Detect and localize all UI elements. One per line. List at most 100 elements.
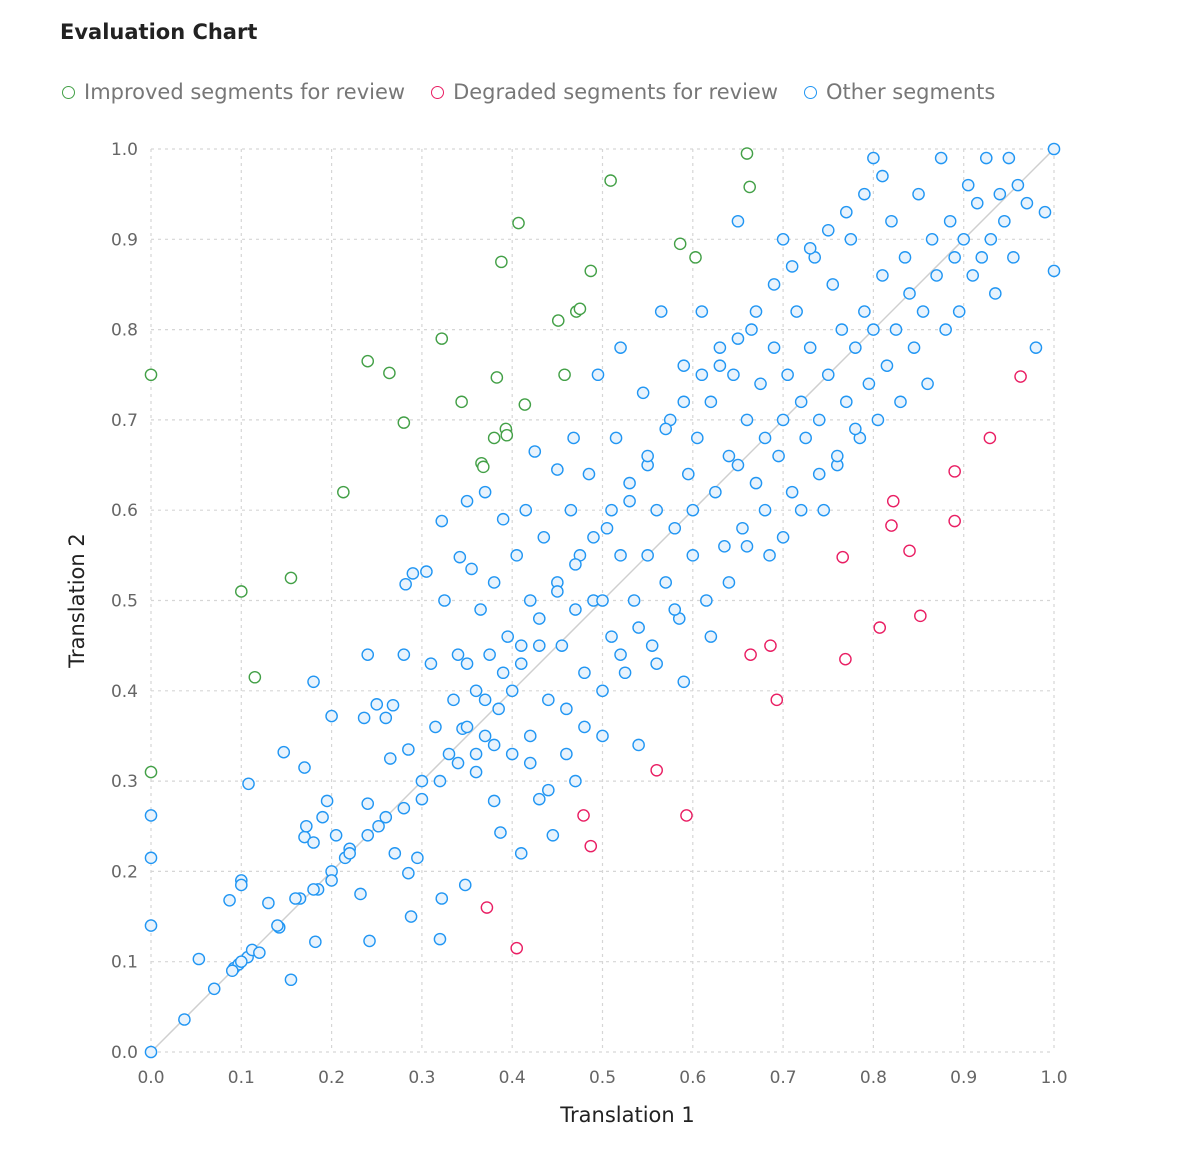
data-point-improved[interactable] [455, 395, 468, 409]
data-point-other[interactable] [659, 576, 673, 589]
data-point-other[interactable] [605, 503, 618, 517]
data-point-other[interactable] [627, 594, 641, 607]
data-point-improved[interactable] [487, 431, 501, 445]
data-point-other[interactable] [415, 774, 429, 788]
data-point-other[interactable] [569, 774, 582, 788]
data-point-other[interactable] [912, 187, 925, 201]
data-point-other[interactable] [411, 851, 424, 865]
data-point-other[interactable] [510, 549, 524, 562]
data-point-other[interactable] [821, 223, 835, 237]
data-point-other[interactable] [514, 847, 528, 860]
data-point-other[interactable] [758, 503, 772, 517]
data-point-other[interactable] [325, 709, 338, 723]
data-point-other[interactable] [478, 729, 492, 743]
data-point-other[interactable] [469, 765, 483, 779]
data-point-other[interactable] [560, 747, 573, 761]
data-point-other[interactable] [505, 747, 519, 761]
data-point-other[interactable] [458, 878, 472, 892]
data-point-other[interactable] [849, 422, 862, 436]
data-point-other[interactable] [1002, 151, 1016, 165]
data-point-other[interactable] [582, 467, 596, 481]
data-point-other[interactable] [722, 449, 736, 463]
data-point-other[interactable] [402, 866, 415, 880]
data-point-improved[interactable] [512, 216, 525, 230]
data-point-other[interactable] [307, 836, 320, 849]
data-point-other[interactable] [885, 214, 898, 228]
data-point-other[interactable] [772, 449, 785, 463]
data-point-other[interactable] [700, 594, 713, 607]
data-point-other[interactable] [379, 810, 393, 824]
data-point-other[interactable] [537, 530, 551, 544]
data-point-other[interactable] [876, 269, 889, 282]
data-point-degraded[interactable] [914, 609, 927, 623]
data-point-degraded[interactable] [836, 550, 849, 564]
data-point-other[interactable] [253, 946, 266, 959]
data-point-other[interactable] [207, 982, 221, 996]
data-point-other[interactable] [713, 341, 727, 354]
data-point-other[interactable] [453, 550, 467, 564]
data-point-improved[interactable] [740, 147, 754, 160]
data-point-other[interactable] [1007, 251, 1020, 264]
data-point-degraded[interactable] [650, 763, 663, 777]
data-point-other[interactable] [704, 395, 718, 409]
data-point-other[interactable] [830, 449, 844, 463]
data-point-other[interactable] [686, 503, 700, 517]
data-point-other[interactable] [284, 973, 298, 987]
data-point-other[interactable] [930, 269, 943, 282]
data-point-other[interactable] [641, 449, 654, 463]
data-point-other[interactable] [192, 952, 206, 966]
data-point-other[interactable] [695, 305, 709, 318]
data-point-other[interactable] [309, 935, 322, 949]
data-point-other[interactable] [858, 305, 871, 318]
data-point-improved[interactable] [584, 264, 598, 278]
data-point-other[interactable] [867, 151, 880, 165]
data-point-other[interactable] [754, 377, 767, 391]
data-point-other[interactable] [659, 422, 673, 436]
data-point-other[interactable] [542, 693, 555, 707]
data-point-other[interactable] [379, 711, 393, 725]
data-point-other[interactable] [234, 878, 248, 892]
data-point-improved[interactable] [743, 180, 756, 194]
data-point-other[interactable] [569, 603, 582, 616]
data-point-other[interactable] [609, 431, 623, 445]
data-point-other[interactable] [898, 251, 912, 264]
data-point-degraded[interactable] [839, 652, 852, 666]
data-point-other[interactable] [420, 565, 433, 578]
data-point-other[interactable] [1029, 341, 1043, 354]
legend-item-degraded[interactable]: Degraded segments for review [431, 80, 778, 104]
data-point-other[interactable] [749, 305, 763, 318]
data-point-other[interactable] [505, 684, 519, 698]
data-point-degraded[interactable] [584, 839, 598, 853]
data-point-other[interactable] [469, 684, 483, 698]
data-point-other[interactable] [618, 666, 632, 680]
data-point-other[interactable] [144, 851, 158, 865]
data-point-other[interactable] [812, 413, 826, 427]
data-point-other[interactable] [736, 521, 749, 535]
data-point-other[interactable] [316, 810, 329, 824]
data-point-other[interactable] [596, 729, 609, 743]
data-point-other[interactable] [677, 395, 691, 409]
data-point-other[interactable] [487, 576, 501, 589]
data-point-improved[interactable] [490, 371, 504, 384]
data-point-other[interactable] [921, 377, 934, 391]
data-point-other[interactable] [790, 305, 803, 318]
data-point-other[interactable] [889, 323, 903, 336]
data-point-other[interactable] [776, 232, 790, 246]
data-point-other[interactable] [496, 512, 510, 526]
data-point-degraded[interactable] [873, 621, 887, 634]
data-point-degraded[interactable] [886, 494, 900, 508]
data-point-other[interactable] [957, 232, 971, 246]
data-point-other[interactable] [785, 260, 799, 273]
data-point-other[interactable] [551, 585, 564, 598]
data-point-other[interactable] [569, 558, 582, 571]
data-point-improved[interactable] [144, 765, 158, 779]
data-point-other[interactable] [144, 919, 158, 932]
data-point-other[interactable] [223, 893, 236, 907]
data-point-degraded[interactable] [903, 544, 916, 558]
data-point-other[interactable] [993, 187, 1007, 201]
data-point-other[interactable] [686, 549, 700, 562]
data-point-other[interactable] [903, 287, 916, 300]
data-point-other[interactable] [840, 205, 853, 219]
data-point-other[interactable] [478, 693, 492, 707]
data-point-other[interactable] [542, 783, 555, 797]
